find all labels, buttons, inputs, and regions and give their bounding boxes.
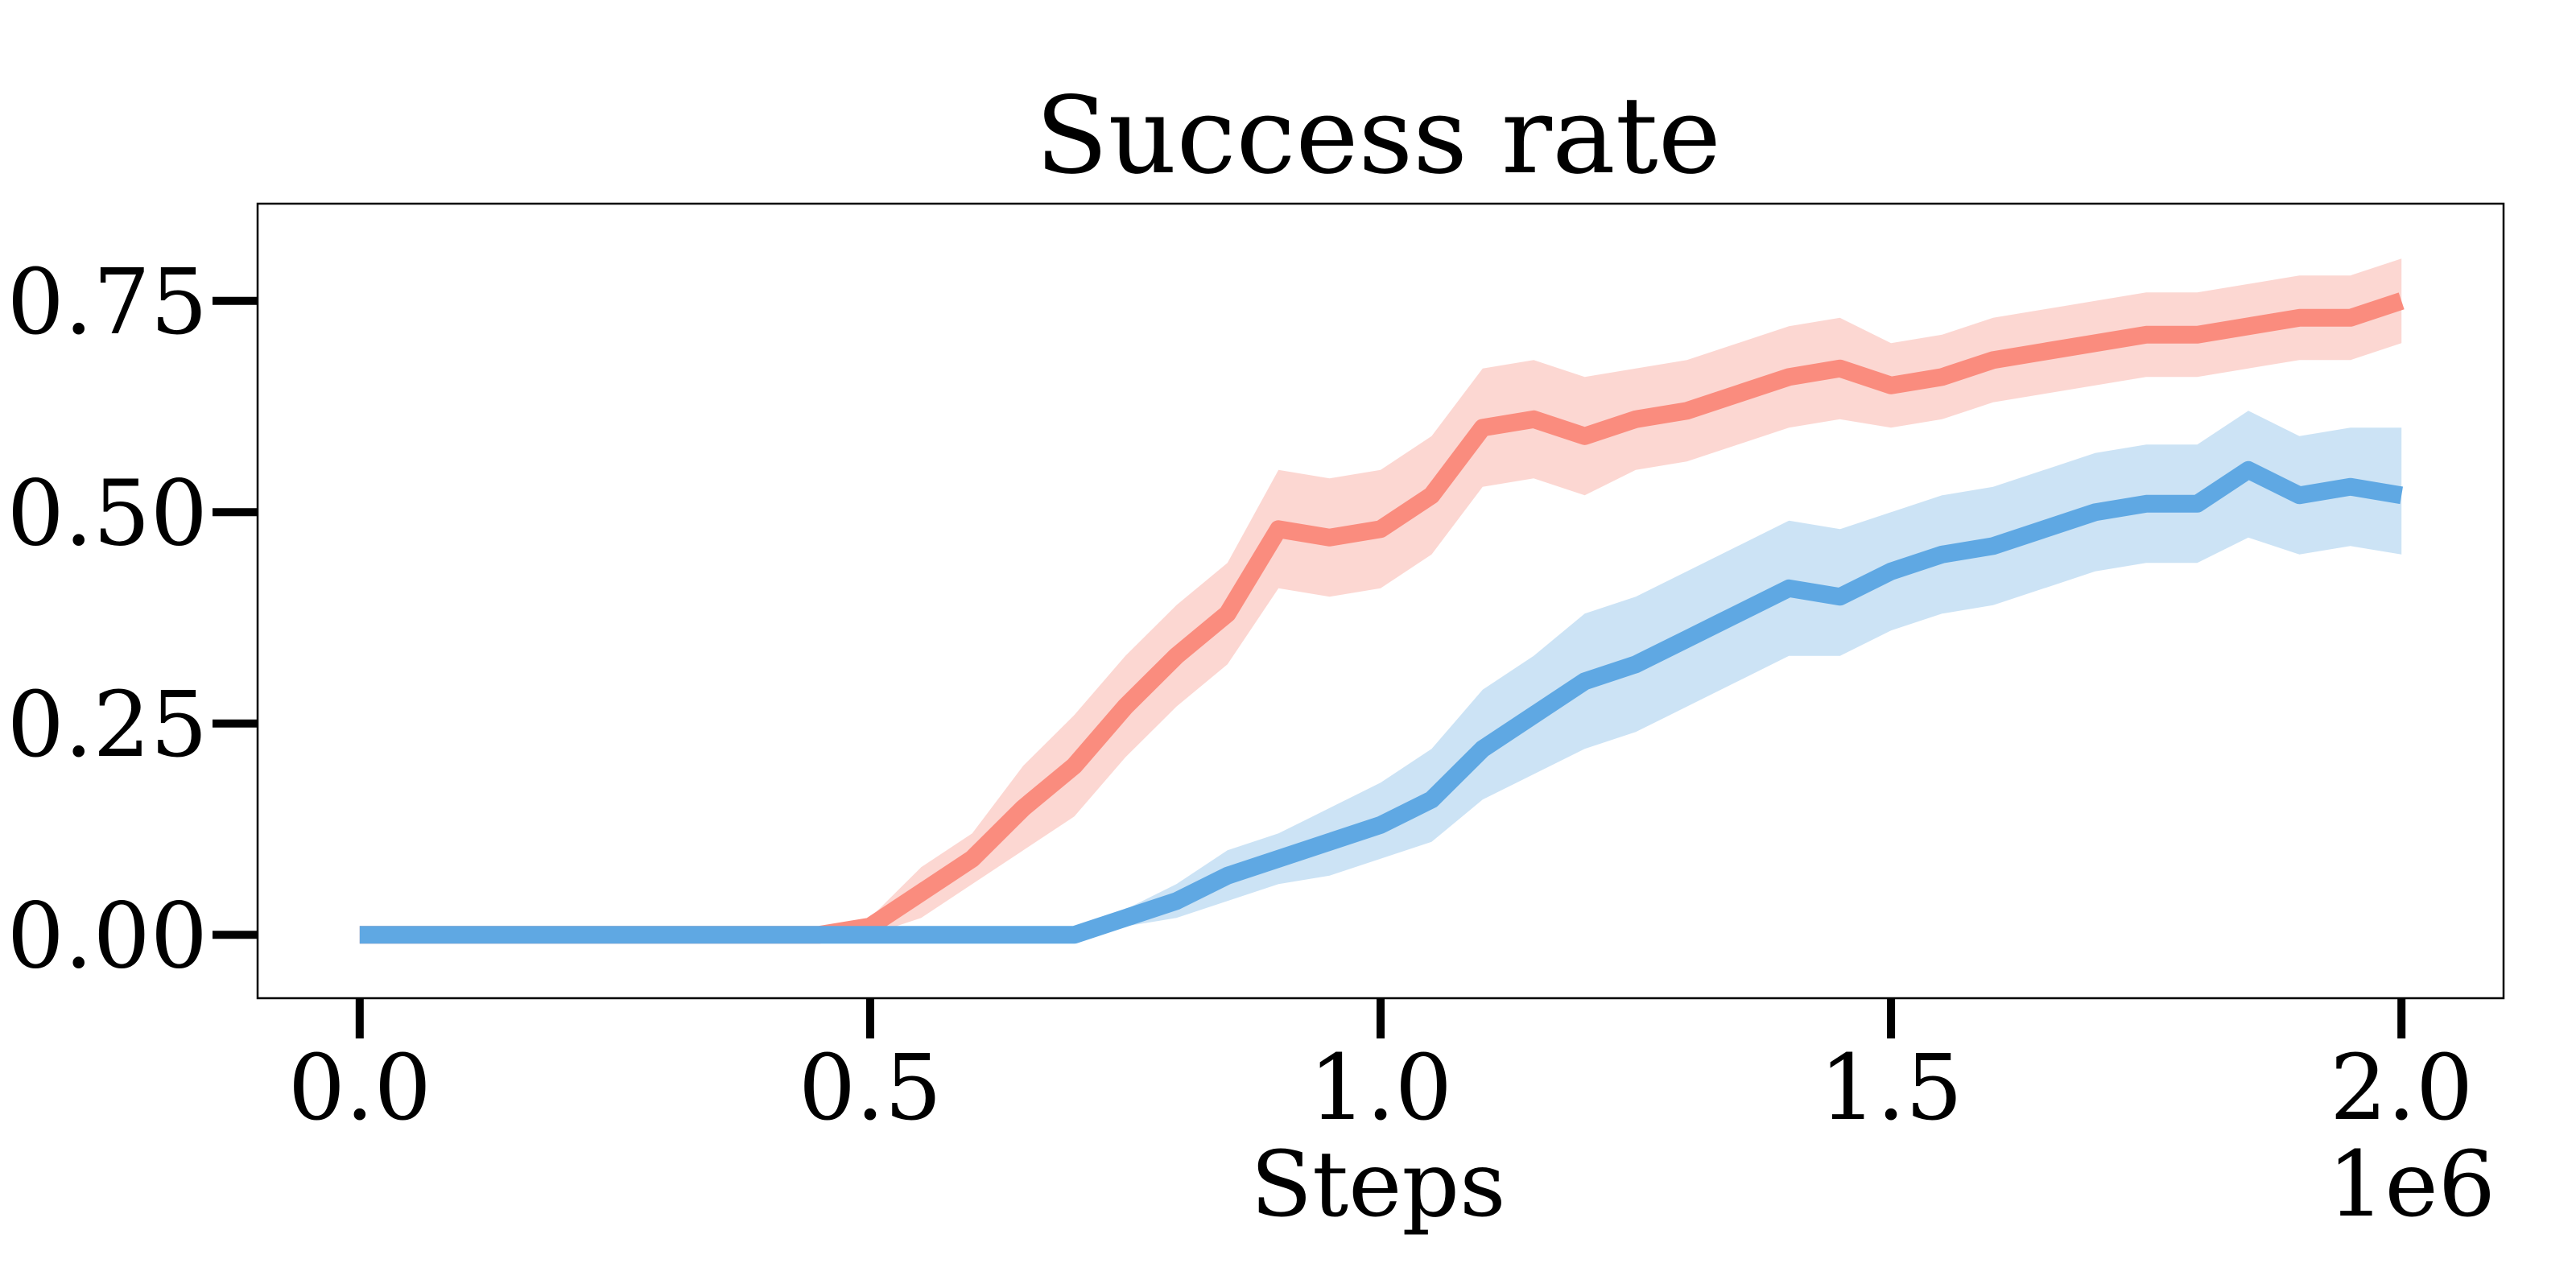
- y-tick-label: 0.00: [7, 884, 208, 989]
- x-axis-ticks: 0.0 0.5 1.0 1.5 2.0: [288, 998, 2473, 1141]
- x-tick-label: 1.5: [1819, 1036, 1963, 1141]
- x-tick-label: 0.5: [799, 1036, 942, 1141]
- series-2-band: [359, 411, 2402, 935]
- uncertainty-bands: [359, 258, 2402, 935]
- x-tick-label: 2.0: [2330, 1036, 2473, 1141]
- series-lines: [359, 292, 2405, 944]
- y-axis-ticks: 0.00 0.25 0.50 0.75: [7, 250, 258, 989]
- x-tick-label: 1.0: [1309, 1036, 1452, 1141]
- y-tick-label: 0.75: [7, 250, 208, 355]
- x-axis-offset-label: 1e6: [2327, 1133, 2496, 1237]
- chart-title: Success rate: [1035, 74, 1721, 198]
- series-2-line: [359, 460, 2404, 944]
- series-1-line: [359, 292, 2405, 944]
- series-1-band: [359, 258, 2402, 935]
- y-tick-label: 0.25: [7, 673, 208, 778]
- x-axis-label: Steps: [1250, 1133, 1505, 1237]
- x-tick-label: 0.0: [288, 1036, 431, 1141]
- y-tick-label: 0.50: [7, 461, 208, 566]
